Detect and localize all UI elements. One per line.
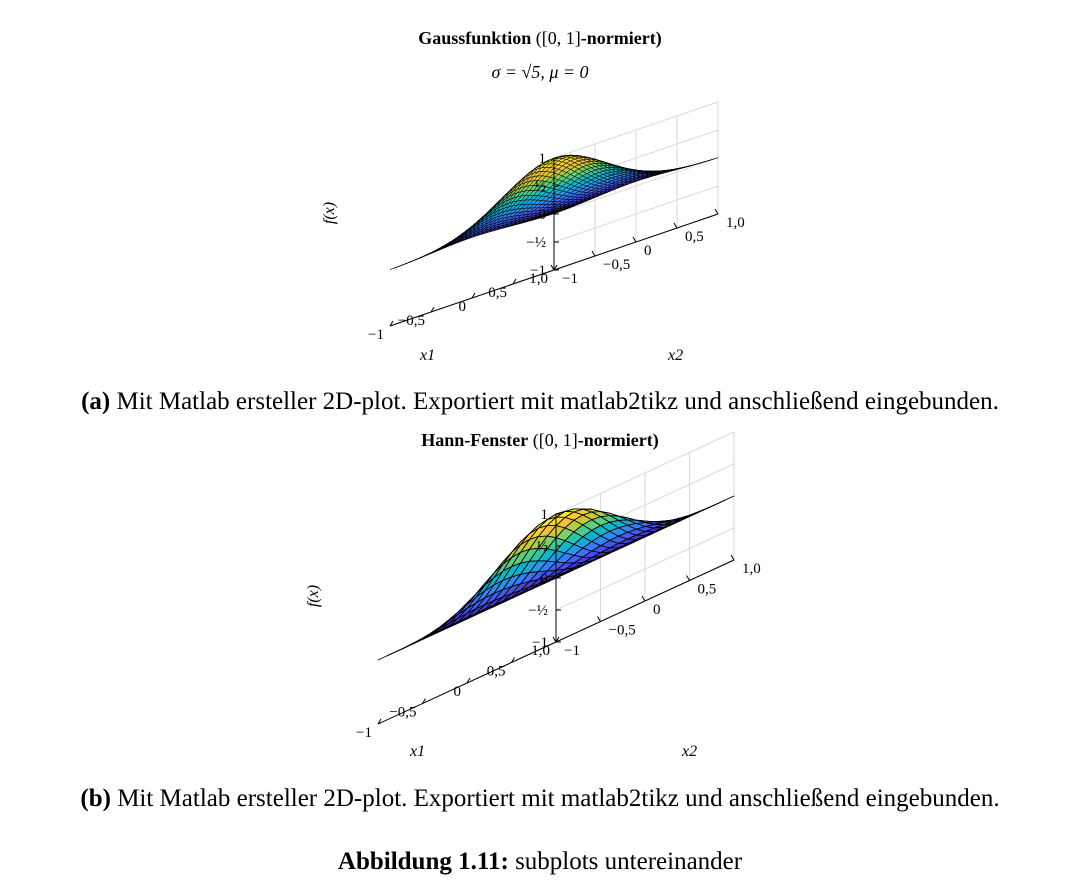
plot-b-axes [377,513,735,725]
plot-a-z-tick-label: −½ [526,235,546,251]
plot-a-title-bold: Gaussfunktion [418,28,532,48]
plot-b-z-tick-label: −½ [528,603,548,619]
figure-caption-label: Abbildung 1.11: [337,848,509,875]
plot-b-x-tick-label: 0 [454,684,462,700]
plot-a-x-tick-label: −1 [368,327,384,343]
plot-b-surface-patch [377,651,397,661]
plot-a-surface [389,154,719,270]
plot-b-z-tick-label: 1 [541,507,549,523]
plot-a-x-tick-label: 1,0 [529,271,548,287]
plot-a-x-tick-label: 0,5 [488,285,507,301]
plot-a-surface-patch [389,266,399,270]
plot-a-title-math: ([0, 1] [535,28,581,48]
plot-a-y-tick-label: 0 [644,243,652,259]
plot-a-x-axis-label: x1 [419,347,435,364]
plot-b-y-tick-label: 0,5 [698,582,717,598]
plot-b-surface [377,495,735,661]
plot-a-x-tick-label: −0,5 [398,313,425,329]
plot-b-title-bold: Hann-Fenster [421,430,529,450]
plot-b-title: Hann-Fenster ([0, 1]-normiert) [0,430,1080,451]
figure-caption: Abbildung 1.11: subplots untereinander [0,848,1080,876]
plot-b-caption-label: (b) [80,785,111,812]
plot-b-x-tick-label: −0,5 [389,705,416,721]
plot-a-z-tick-label: 1 [539,151,547,167]
plot-b-y-tick-label: −1 [564,643,580,659]
plot-b-z-tick-label: 0 [541,571,549,587]
plot-b-surface-chart: 1½0−½−1−1−0,500,51,0 −1−0,500,51,0x1 x2f(x… [305,431,761,760]
plot-b-z-tick-label: ½ [537,539,548,555]
plot-b-title-suffix: -normiert) [577,430,659,450]
plot-a-z-axis-label: f(x) [321,202,338,224]
plot-a-z-tick-label: ½ [535,179,546,195]
plot-b-x-tick-label: −1 [356,725,372,741]
plot-b-caption-text: Mit Matlab ersteller 2D-plot. Exportiert… [117,785,1000,812]
plot-a-caption-text: Mit Matlab ersteller 2D-plot. Exportiert… [116,388,999,415]
plot-a-x-tick-label: 0 [459,299,467,315]
plot-a-caption-label: (a) [81,388,111,415]
plot-a-y-tick-label: 1,0 [726,215,745,231]
plot-b-caption: (b) Mit Matlab ersteller 2D-plot. Export… [0,785,1080,813]
figure-caption-text: subplots untereinander [515,848,743,875]
plot-b-z-tick-label: −1 [532,635,548,651]
plot-b-z-axis-label: f(x) [305,585,322,607]
plot-a-title-suffix: -normiert) [580,28,662,48]
plot-a-y-axis-label: x2 [667,347,683,364]
plot-a-y-tick-label: 0,5 [685,229,704,245]
plot-a-axes [389,157,719,327]
plot-a-title: Gaussfunktion ([0, 1]-normiert) [0,28,1080,49]
plot-a-y-tick-label: −1 [562,271,578,287]
plot-a-y-tick-label: −0,5 [603,257,630,273]
plot-b-x-axis-label: x1 [409,743,425,760]
plot-a-surface-chart: 1½0−½−1−1−0,500,51,0 −1−0,500,51,0x1 x2f(x… [321,101,745,364]
plot-b-y-tick-label: 0 [653,602,661,618]
plot-b-x-tick-label: 1,0 [531,643,550,659]
plot-a-caption: (a) Mit Matlab ersteller 2D-plot. Export… [0,388,1080,416]
plot-a-z-tick-label: 0 [539,207,547,223]
plot-b-y-tick-label: 1,0 [742,561,761,577]
plot-a-subtitle: σ = √5, μ = 0 [491,62,589,82]
plot-a-z-tick-label: −1 [530,263,546,279]
plot-b-y-axis-label: x2 [681,743,697,760]
plot-b-x-tick-label: 0,5 [487,664,506,680]
plot-b-y-tick-label: −0,5 [609,623,636,639]
plot-b-title-math: ([0, 1] [532,430,578,450]
